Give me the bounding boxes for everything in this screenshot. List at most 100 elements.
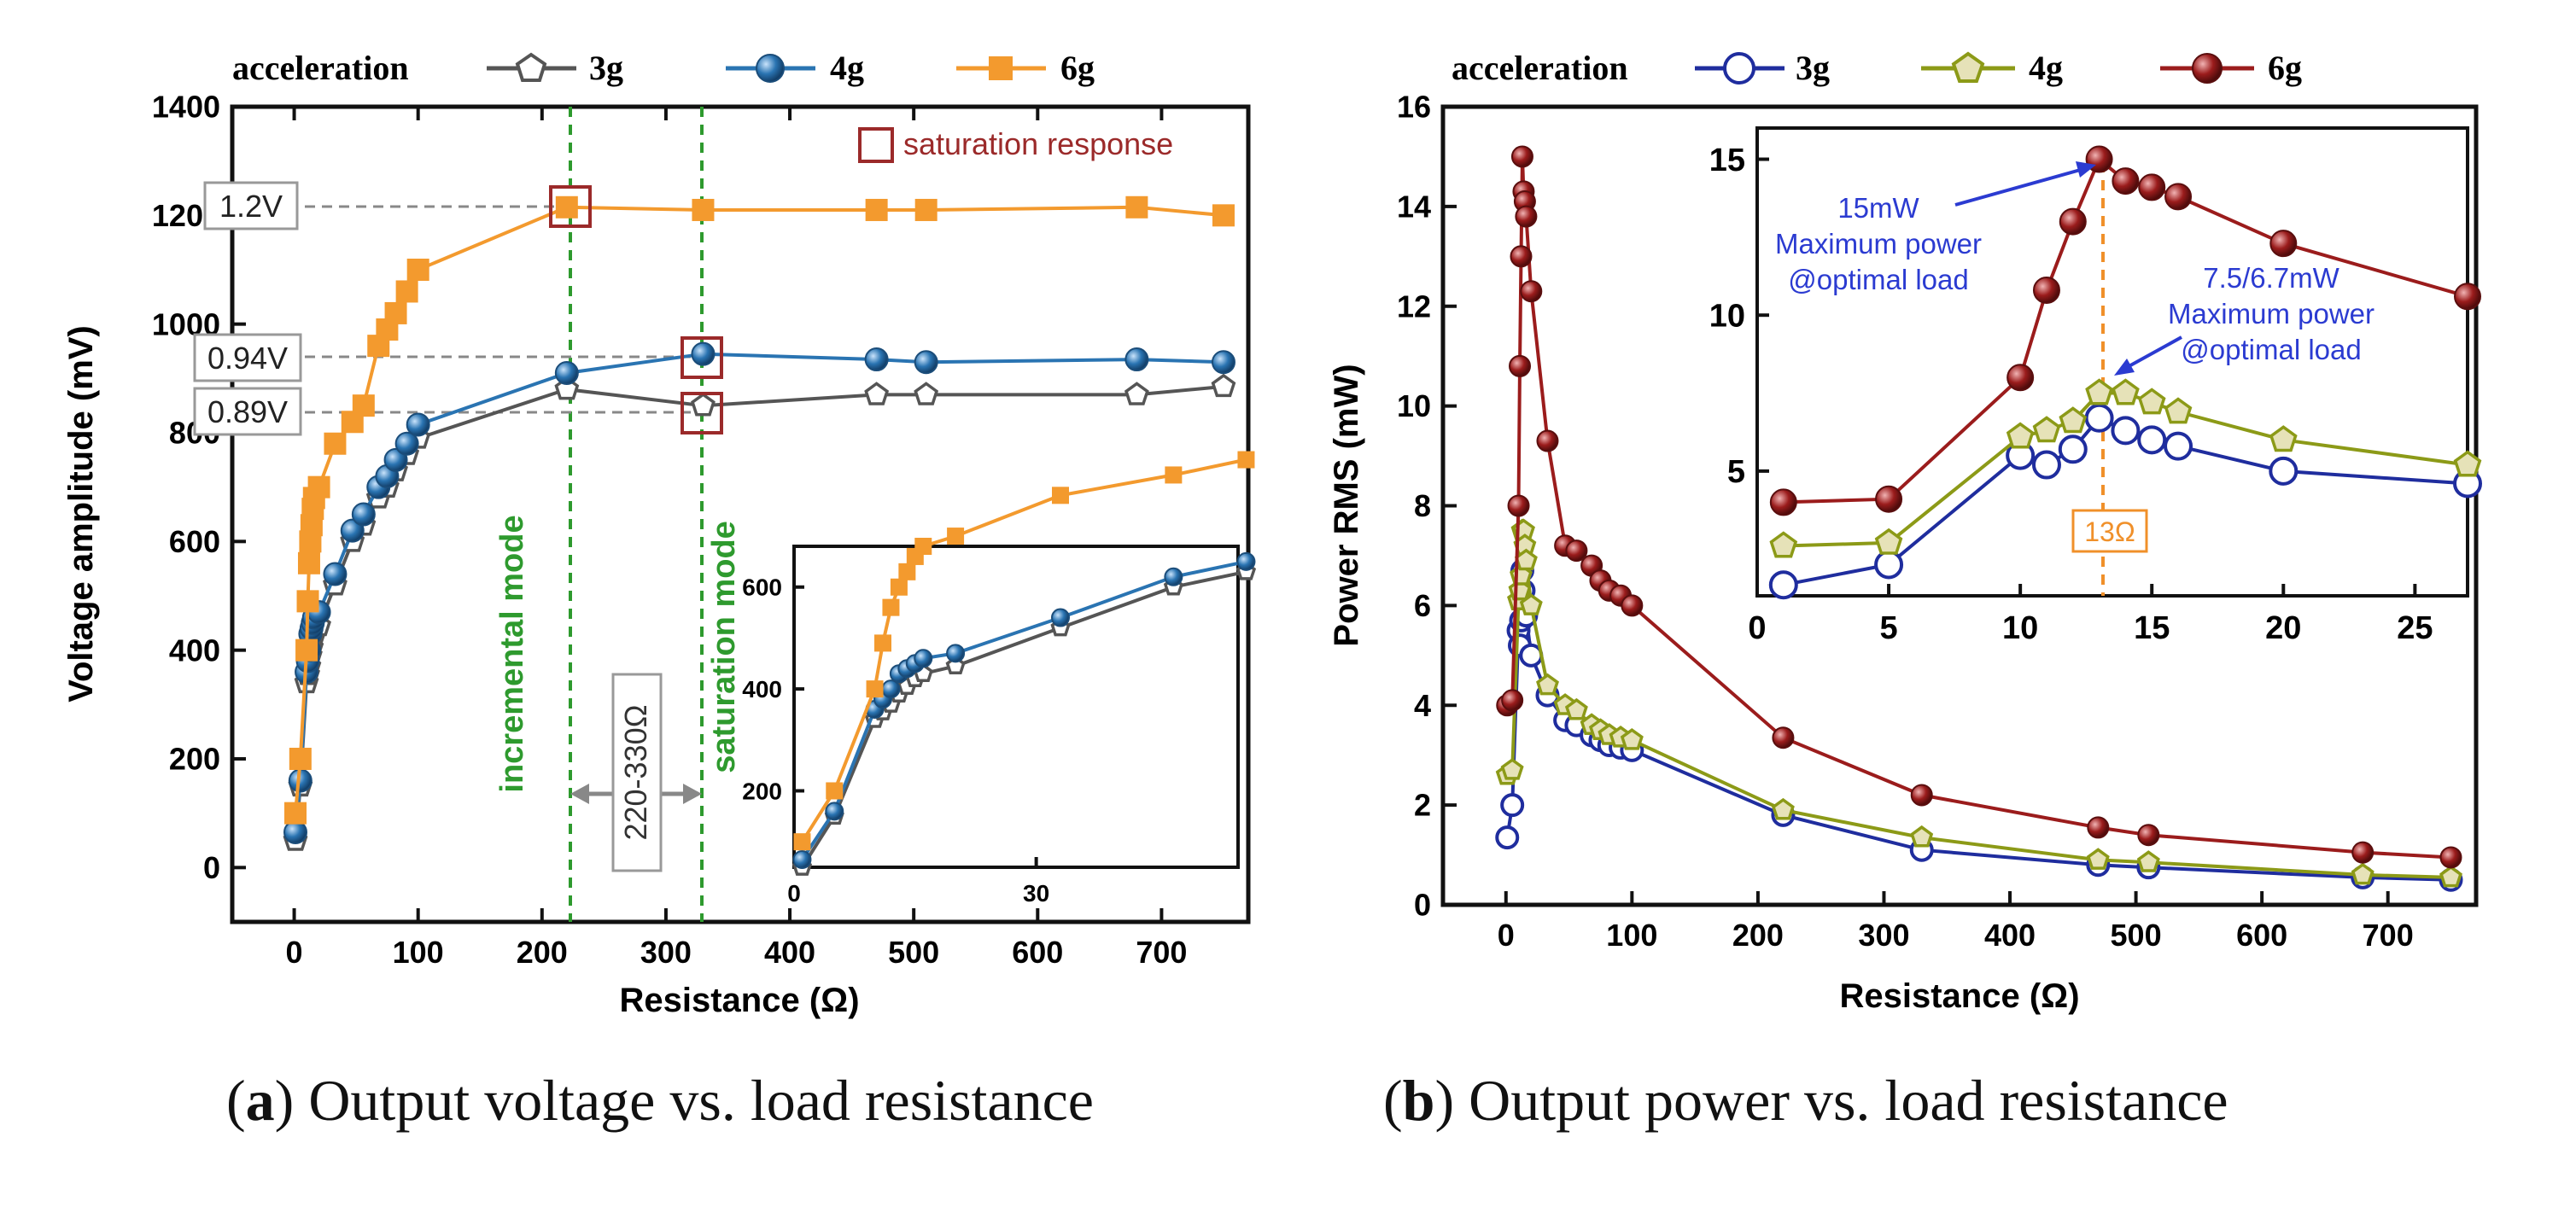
b-point-6g [1565, 539, 1588, 563]
a-point-6g [289, 748, 312, 770]
a-point-6g [284, 802, 307, 825]
a-point-4g [340, 518, 365, 543]
a-xtick-label: 300 [640, 935, 692, 970]
a-point-6g [1125, 195, 1148, 219]
saturation-mode-label: saturation mode [706, 521, 742, 773]
a-point-4g [351, 502, 376, 527]
legend-marker-4g-b [1951, 51, 1985, 83]
a-point-6g [296, 590, 319, 613]
b-ytick-label: 0 [1414, 888, 1431, 923]
x-axis-a: 0 100 200 300 400 500 600 700 [286, 107, 1187, 970]
b-inset-xtick-label: 5 [1880, 610, 1898, 646]
a-xtick-label: 500 [888, 935, 939, 970]
legend-label-3g-a: 3g [589, 49, 623, 87]
b-point-4g [1910, 825, 1934, 848]
b-line-3g [1505, 570, 2451, 882]
b-inset-ytick-label: 15 [1709, 143, 1745, 178]
y-axis-a: 0200400600800100012001400 [152, 90, 246, 885]
b-ytick-label: 8 [1414, 488, 1431, 523]
a-point-6g [307, 475, 330, 499]
a-point-6g [692, 198, 715, 221]
b-point-6g [2087, 816, 2110, 839]
b-inset-point-6g [2454, 283, 2481, 311]
b-point-6g [1515, 205, 1538, 228]
b-inset-point-3g [2058, 434, 2088, 464]
legend-marker-3g-b [1723, 52, 1755, 85]
b-xtick-label: 500 [2111, 918, 2162, 953]
b-inset-point-3g [2164, 431, 2193, 461]
a-point-6g [295, 638, 318, 662]
legend-marker-4g-a [756, 54, 785, 83]
a-point-6g [555, 195, 578, 219]
b-inset-point-3g [1768, 570, 1798, 600]
a-inset-point-4g [914, 649, 933, 668]
b-inset-point-4g [2059, 406, 2088, 434]
a-ytick-label: 1400 [152, 90, 220, 125]
series-a [283, 195, 1236, 851]
b-point-4g [2086, 848, 2110, 870]
range-label: 220-330Ω [618, 704, 653, 840]
a-point-3g [914, 382, 939, 405]
caption-b-letter: b [1402, 1068, 1435, 1133]
a-inset-point-6g [898, 563, 916, 580]
caption-a-letter: a [245, 1068, 275, 1133]
a-point-6g [865, 198, 888, 221]
panel-a: 0200400600800100012001400 01002003004005… [62, 49, 1257, 1019]
b-inset-point-6g [1875, 485, 1903, 513]
caption-b: (b) Output power vs. load resistance [1383, 1068, 2228, 1133]
b-inset-point-3g [1874, 550, 1904, 580]
b-inset-xtick-label: 20 [2265, 610, 2301, 646]
b-inset-point-4g [1874, 528, 1903, 555]
a-point-4g [394, 431, 419, 456]
a-point-6g [352, 394, 375, 417]
annot-maxpower-2: Maximum power [2168, 298, 2374, 329]
b-inset-point-4g [2453, 450, 2482, 477]
b-point-6g [1510, 245, 1533, 268]
y-axis-b: 0 2 4 6 8 10 12 14 16 [1397, 90, 1457, 923]
b-point-3g [1500, 793, 1525, 818]
a-inset-point-4g [946, 644, 966, 663]
a-inset-ytick-label: 200 [742, 778, 782, 804]
legend-label-4g-b: 4g [2029, 49, 2063, 87]
b-inset-point-6g [2138, 173, 2166, 201]
a-point-6g [324, 432, 347, 455]
legend-label-6g-a: 6g [1060, 49, 1095, 87]
a-inset-point-6g [882, 598, 900, 616]
a-inset-xtick-label: 30 [1023, 880, 1049, 907]
a-inset-xtick-label: 0 [787, 880, 801, 907]
a-inset-point-6g [1165, 466, 1183, 484]
a-inset-point-6g [1237, 451, 1255, 469]
b-point-3g [1495, 825, 1520, 850]
b-point-4g [2439, 865, 2462, 888]
a-inset-point-4g [881, 679, 901, 699]
legend-marker-6g-a [989, 56, 1013, 80]
a-point-6g [384, 301, 407, 324]
b-inset-xtick-label: 0 [1748, 610, 1766, 646]
b-inset-point-4g [2032, 416, 2061, 443]
annot-13ohm: 13Ω [2084, 516, 2135, 547]
b-inset-point-6g [2032, 276, 2060, 304]
b-inset-ytick-label: 10 [1709, 299, 1745, 335]
b-point-6g [1509, 354, 1532, 377]
b-point-6g [2137, 824, 2160, 847]
annot-75mw: 7.5/6.7mW [2203, 262, 2339, 294]
b-inset-point-4g [2006, 422, 2035, 449]
inset-series-a [791, 451, 1257, 876]
annot-optimal-1: @optimal load [1788, 264, 1968, 295]
b-point-6g [1520, 280, 1543, 303]
b-inset-point-6g [2112, 167, 2140, 195]
x-axis-label-a: Resistance (Ω) [619, 982, 859, 1019]
a-xtick-label: 700 [1136, 935, 1187, 970]
a-point-3g [864, 382, 890, 405]
b-point-6g [1510, 145, 1533, 168]
a-point-4g [383, 447, 408, 472]
annot-15mw: 15mW [1837, 192, 1919, 224]
b-xtick-label: 400 [1984, 918, 2036, 953]
b-xtick-label: 300 [1858, 918, 1909, 953]
a-xtick-label: 600 [1012, 935, 1063, 970]
a-inset-point-6g [890, 578, 908, 596]
annot-maxpower-1: Maximum power [1775, 228, 1982, 259]
a-point-3g [691, 393, 716, 417]
annot-optimal-2: @optimal load [2181, 334, 2361, 365]
